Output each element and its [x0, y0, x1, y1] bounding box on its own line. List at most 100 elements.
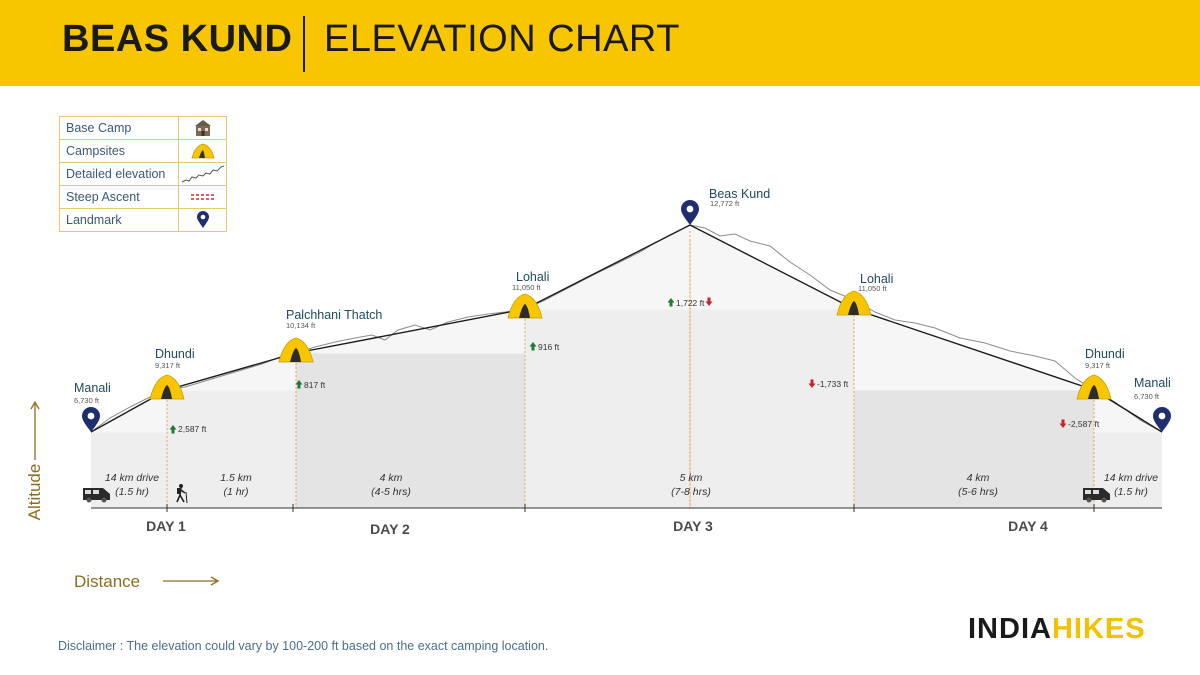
landmark-pin-marker [82, 407, 100, 432]
y-axis-arrow-head [30, 400, 40, 410]
title-separator [303, 16, 305, 72]
segment-distance-label: 1.5 km [220, 472, 252, 484]
segment-panel [690, 309, 854, 508]
brand-logo: INDIAHIKES [968, 613, 1146, 646]
segment-distance-label: 4 km [967, 472, 990, 484]
pin-body [82, 407, 100, 432]
van-window [93, 490, 99, 494]
segment-panel [296, 353, 525, 508]
x-axis-label: Distance [74, 572, 140, 591]
tent-marker [1076, 374, 1112, 400]
segment-distance-label: 4 km [380, 472, 403, 484]
hiker-pack [177, 488, 180, 494]
up-arrow-icon [529, 342, 537, 351]
pin-body [1153, 407, 1171, 432]
legend-row-landmark: Landmark [60, 209, 226, 231]
hiker-stick [185, 491, 188, 504]
header-banner: BEAS KUND ELEVATION CHART [0, 0, 1200, 86]
tent-door [848, 301, 859, 315]
place-name-label: Lohali [516, 270, 549, 284]
legend-row-detailed-elevation: Detailed elevation [60, 163, 226, 186]
pin-hole [1158, 412, 1166, 420]
hiker-head [179, 484, 183, 488]
tent-door [290, 348, 301, 362]
van-window [1085, 490, 1091, 494]
van-window [85, 490, 91, 494]
place-name-label: Lohali [860, 272, 893, 286]
legend-label: Steep Ascent [60, 186, 179, 208]
hiker-icon [176, 484, 188, 504]
disclaimer-text: Disclaimer : The elevation could vary by… [58, 639, 549, 653]
tent-marker [278, 337, 314, 363]
pin-body [681, 200, 699, 225]
landmark-pin-marker [681, 200, 699, 225]
place-elevation-label: 9,317 ft [155, 361, 181, 370]
up-arrow-icon [667, 298, 675, 307]
elevation-change-label: -1,733 ft [817, 379, 849, 389]
segment-duration-label: (7-8 hrs) [671, 486, 711, 498]
place-elevation-label: 6,730 ft [74, 396, 100, 405]
segment-duration-label: (1 hr) [223, 486, 248, 498]
tent-door [519, 304, 530, 318]
van-wheel [1101, 497, 1107, 503]
place-name-label: Dhundi [155, 347, 195, 361]
tent-door [161, 385, 172, 399]
place-name-label: Palchhani Thatch [286, 308, 382, 322]
segment-duration-label: (1.5 hr) [1114, 486, 1148, 498]
elevation-change-label: 2,587 ft [178, 424, 207, 434]
elevation-change-label: 916 ft [538, 342, 560, 352]
down-arrow-icon [808, 379, 816, 388]
y-axis-label: Altitude [25, 464, 44, 521]
segment-distance-label: 14 km drive [1104, 472, 1158, 484]
house-icon [179, 117, 226, 139]
place-elevation-label: 9,317 ft [1085, 361, 1111, 370]
red-dashed-line-icon [179, 186, 226, 208]
brand-part-2: HIKES [1051, 613, 1146, 645]
down-arrow-icon [705, 297, 713, 306]
van-wheel [101, 497, 107, 503]
pin-hole [686, 205, 694, 213]
day-label: DAY 3 [673, 518, 713, 534]
segment-distance-label: 14 km drive [105, 472, 159, 484]
van-wheel [1086, 497, 1092, 503]
segment-distance-label: 5 km [680, 472, 703, 484]
place-elevation-label: 10,134 ft [286, 321, 316, 330]
segment-duration-label: (1.5 hr) [115, 486, 149, 498]
tent-marker [836, 290, 872, 316]
down-arrow-icon [1059, 419, 1067, 428]
elevation-change-label: 817 ft [304, 380, 326, 390]
legend-row-steep-ascent: Steep Ascent [60, 186, 226, 209]
segment-panel [167, 390, 296, 508]
segment-panel [525, 309, 690, 508]
title-trek-name: BEAS KUND [62, 18, 293, 60]
squiggle-line-icon [179, 163, 226, 185]
elevation-change-label: -2,587 ft [1068, 419, 1100, 429]
place-name-label: Manali [1134, 376, 1171, 390]
profile-area [91, 225, 1162, 508]
tent-door [1088, 385, 1099, 399]
hiker-body [176, 487, 186, 503]
up-arrow-icon [295, 380, 303, 389]
day-label: DAY 1 [146, 518, 186, 534]
map-pin-icon [179, 209, 226, 231]
legend-label: Landmark [60, 209, 179, 231]
place-elevation-label: 11,050 ft [512, 283, 542, 292]
place-name-label: Dhundi [1085, 347, 1125, 361]
legend-row-campsites: Campsites [60, 140, 226, 163]
van-window [1093, 490, 1099, 494]
place-name-label: Manali [74, 381, 111, 395]
legend-row-base-camp: Base Camp [60, 117, 226, 140]
place-elevation-label: 12,772 ft [710, 199, 740, 208]
day-label: DAY 2 [370, 521, 410, 537]
elevation-change-label: 1,722 ft [676, 298, 705, 308]
title-chart-name: ELEVATION CHART [324, 18, 680, 60]
legend-label: Campsites [60, 140, 179, 162]
segment-panel [854, 390, 1094, 508]
landmark-pin-marker [1153, 407, 1171, 432]
elevation-profile-line [90, 224, 1163, 433]
van-icon [1083, 488, 1110, 503]
legend-label: Base Camp [60, 117, 179, 139]
legend: Base Camp Campsites Detailed elevation S… [59, 116, 227, 232]
legend-label: Detailed elevation [60, 163, 179, 185]
